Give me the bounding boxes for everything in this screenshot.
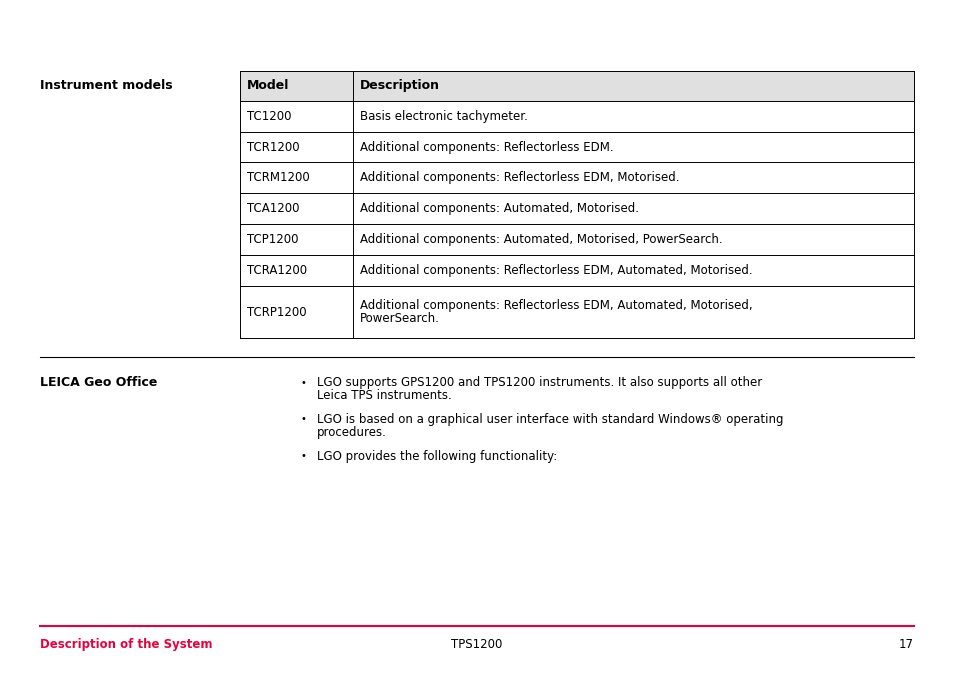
Text: Description: Description	[359, 79, 439, 93]
Text: Additional components: Automated, Motorised, PowerSearch.: Additional components: Automated, Motori…	[359, 233, 721, 246]
Text: 17: 17	[898, 638, 913, 651]
Bar	[240, 71, 913, 101]
Text: •: •	[300, 414, 306, 424]
Text: Additional components: Reflectorless EDM, Motorised.: Additional components: Reflectorless EDM…	[359, 171, 679, 184]
Text: TPS1200: TPS1200	[451, 638, 502, 651]
Text: Description of the System: Description of the System	[40, 638, 213, 651]
Text: LGO provides the following functionality:: LGO provides the following functionality…	[316, 450, 557, 462]
Text: TCR1200: TCR1200	[247, 141, 299, 154]
Text: procedures.: procedures.	[316, 426, 386, 439]
Text: TCRA1200: TCRA1200	[247, 264, 307, 277]
Text: Leica TPS instruments.: Leica TPS instruments.	[316, 389, 451, 402]
Text: TCA1200: TCA1200	[247, 202, 299, 215]
Text: Additional components: Automated, Motorised.: Additional components: Automated, Motori…	[359, 202, 638, 215]
Text: LEICA Geo Office: LEICA Geo Office	[40, 376, 157, 389]
Text: Additional components: Reflectorless EDM.: Additional components: Reflectorless EDM…	[359, 141, 613, 154]
Text: TCRP1200: TCRP1200	[247, 305, 307, 319]
Text: TCRM1200: TCRM1200	[247, 171, 310, 184]
Text: PowerSearch.: PowerSearch.	[359, 312, 439, 325]
Text: LGO is based on a graphical user interface with standard Windows® operating: LGO is based on a graphical user interfa…	[316, 413, 782, 426]
Text: •: •	[300, 451, 306, 461]
Text: Additional components: Reflectorless EDM, Automated, Motorised,: Additional components: Reflectorless EDM…	[359, 299, 752, 312]
Text: Additional components: Reflectorless EDM, Automated, Motorised.: Additional components: Reflectorless EDM…	[359, 264, 752, 277]
Text: Instrument models: Instrument models	[40, 79, 172, 93]
Text: TCP1200: TCP1200	[247, 233, 298, 246]
Text: LGO supports GPS1200 and TPS1200 instruments. It also supports all other: LGO supports GPS1200 and TPS1200 instrum…	[316, 376, 761, 389]
Text: •: •	[300, 378, 306, 388]
Text: Basis electronic tachymeter.: Basis electronic tachymeter.	[359, 110, 527, 123]
Text: TC1200: TC1200	[247, 110, 292, 123]
Text: Model: Model	[247, 79, 289, 93]
